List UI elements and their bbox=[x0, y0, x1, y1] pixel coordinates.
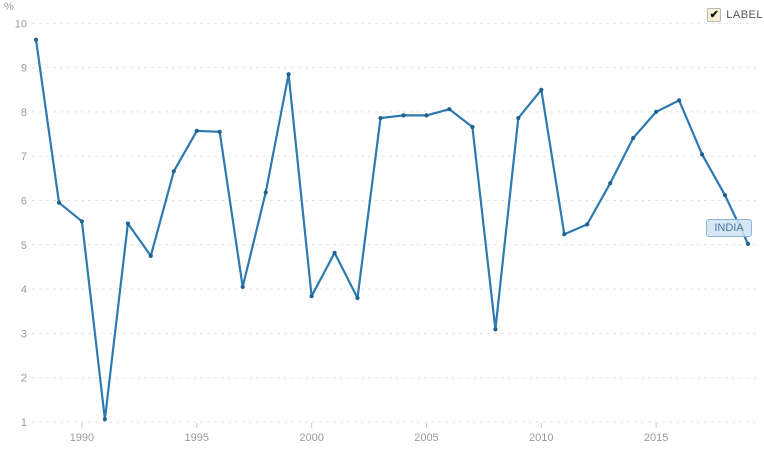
y-tick-label: 4 bbox=[21, 284, 27, 296]
x-tick-label: 2005 bbox=[414, 432, 438, 444]
data-point-marker[interactable] bbox=[148, 253, 153, 258]
data-point-marker[interactable] bbox=[171, 169, 176, 174]
x-tick-label: 2015 bbox=[644, 432, 668, 444]
y-tick-label: 10 bbox=[15, 18, 27, 30]
y-tick-label: 5 bbox=[21, 240, 27, 252]
data-point-marker[interactable] bbox=[631, 135, 636, 141]
data-point-marker[interactable] bbox=[355, 295, 360, 301]
data-point-marker[interactable] bbox=[722, 193, 728, 198]
data-point-marker[interactable] bbox=[332, 250, 337, 255]
series-label-chip-india: INDIA bbox=[706, 219, 752, 237]
checkbox-checked-icon[interactable]: ✔ bbox=[707, 8, 722, 22]
data-point-marker[interactable] bbox=[33, 37, 39, 42]
data-point-marker[interactable] bbox=[378, 116, 383, 121]
data-point-marker[interactable] bbox=[240, 284, 245, 289]
data-point-marker[interactable] bbox=[286, 72, 291, 77]
y-tick-label: 3 bbox=[21, 328, 27, 340]
y-tick-label: 2 bbox=[21, 373, 27, 385]
label-checkbox[interactable]: ✔ LABEL bbox=[707, 8, 763, 22]
data-point-marker[interactable] bbox=[493, 327, 498, 332]
data-point-marker[interactable] bbox=[516, 116, 521, 121]
data-point-marker[interactable] bbox=[470, 124, 475, 130]
x-tick-label: 2010 bbox=[529, 432, 553, 444]
data-point-marker[interactable] bbox=[194, 128, 199, 133]
data-point-marker[interactable] bbox=[677, 98, 682, 103]
data-point-marker[interactable] bbox=[263, 190, 268, 195]
data-point-marker[interactable] bbox=[79, 219, 84, 224]
data-point-marker[interactable] bbox=[539, 87, 544, 92]
line-chart-path bbox=[34, 38, 750, 421]
data-point-marker[interactable] bbox=[608, 181, 613, 186]
data-point-marker[interactable] bbox=[401, 113, 406, 118]
data-point-marker[interactable] bbox=[654, 109, 659, 114]
data-point-marker[interactable] bbox=[700, 152, 705, 157]
y-tick-label: 1 bbox=[21, 417, 27, 429]
y-tick-label: 9 bbox=[21, 63, 27, 75]
y-tick-label: 6 bbox=[21, 196, 27, 208]
y-axis-unit-label: % bbox=[4, 1, 14, 13]
data-point-marker[interactable] bbox=[125, 221, 130, 226]
y-tick-label: 8 bbox=[21, 107, 27, 119]
data-point-marker[interactable] bbox=[424, 113, 429, 118]
x-tick-label: 1995 bbox=[185, 432, 209, 444]
data-point-marker[interactable] bbox=[309, 294, 314, 299]
x-tick-label: 1990 bbox=[70, 432, 94, 444]
y-tick-label: 7 bbox=[21, 151, 27, 163]
data-point-marker[interactable] bbox=[217, 129, 222, 134]
data-point-marker[interactable] bbox=[562, 232, 567, 237]
data-point-marker[interactable] bbox=[585, 222, 590, 227]
data-point-marker[interactable] bbox=[447, 107, 452, 112]
data-point-marker[interactable] bbox=[745, 241, 751, 246]
x-tick-label: 2000 bbox=[299, 432, 323, 444]
label-checkbox-text: LABEL bbox=[726, 9, 763, 21]
data-point-marker[interactable] bbox=[56, 200, 62, 205]
data-point-marker[interactable] bbox=[102, 417, 107, 422]
